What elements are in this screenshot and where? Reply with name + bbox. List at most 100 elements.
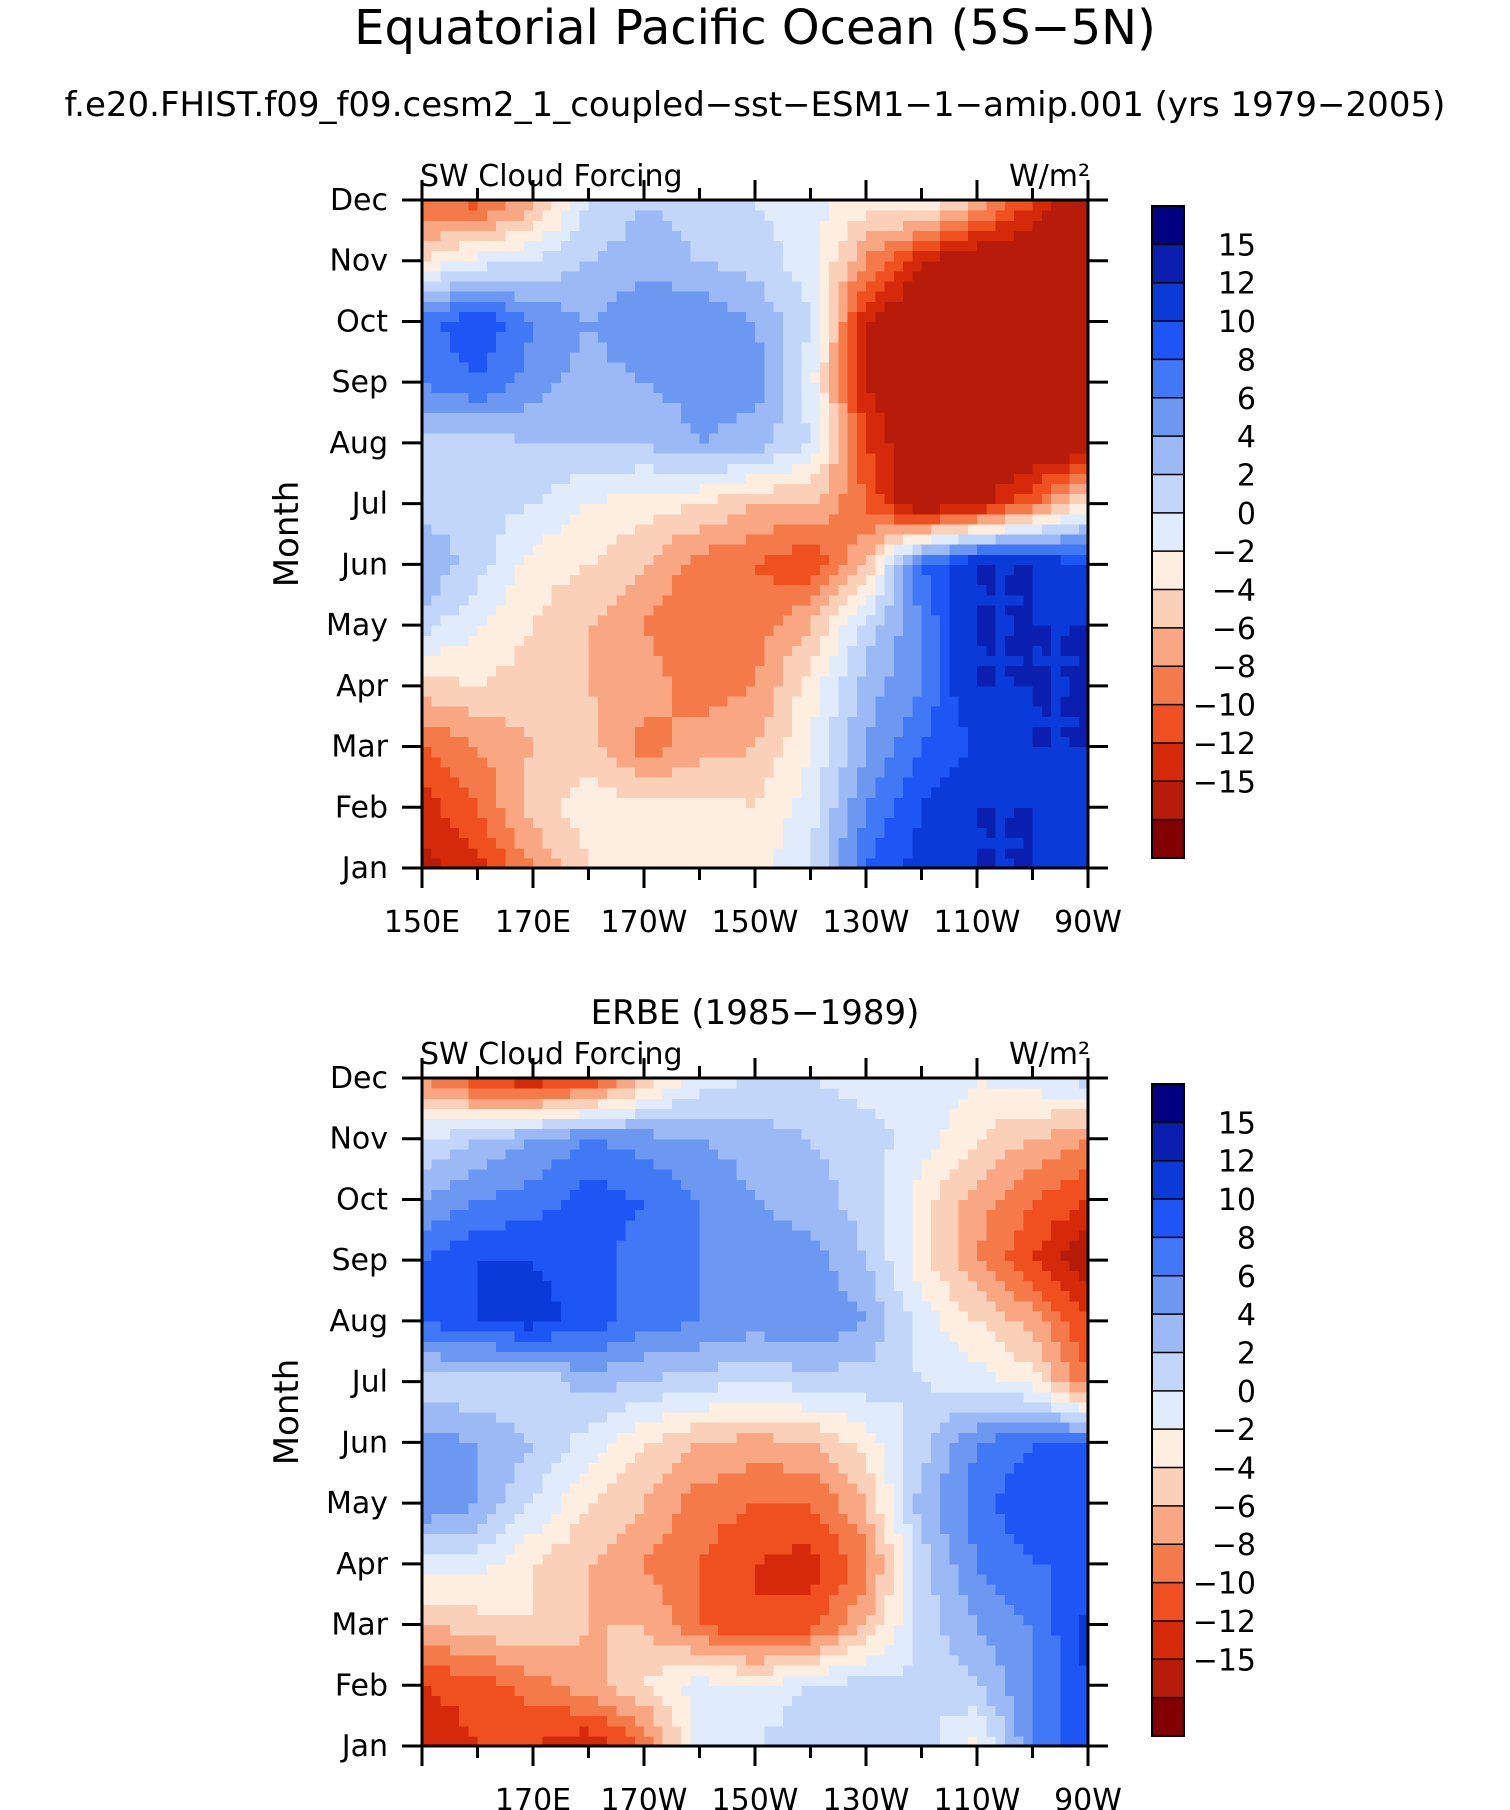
heatmap-cell: [579, 594, 590, 606]
heatmap-cell: [449, 1695, 460, 1707]
heatmap-cell: [912, 240, 923, 252]
heatmap-cell: [819, 594, 830, 606]
heatmap-cell: [819, 301, 830, 312]
heatmap-cell: [422, 422, 432, 434]
heatmap-cell: [662, 463, 673, 474]
heatmap-cell: [977, 857, 987, 869]
heatmap-cell: [625, 372, 636, 383]
heatmap-cell: [496, 382, 506, 393]
heatmap-cell: [810, 534, 821, 545]
heatmap-cell: [930, 240, 941, 252]
heatmap-cell: [792, 614, 802, 626]
heatmap-cell: [819, 402, 830, 414]
heatmap-cell: [745, 321, 756, 333]
heatmap-cell: [940, 857, 950, 869]
heatmap-cell: [727, 341, 738, 353]
heatmap-cell: [986, 270, 997, 282]
heatmap-cell: [1060, 756, 1071, 768]
heatmap-cell: [745, 442, 756, 454]
y-tick-label: Jul: [350, 487, 388, 522]
heatmap-cell: [782, 746, 793, 758]
heatmap-cell: [819, 422, 830, 434]
heatmap-cells: [422, 200, 1089, 869]
heatmap-cell: [468, 736, 479, 748]
heatmap-cell: [967, 382, 978, 393]
heatmap-cell: [477, 594, 488, 606]
heatmap-cell: [986, 594, 997, 606]
heatmap-cell: [523, 382, 534, 393]
heatmap-cell: [903, 280, 913, 292]
heatmap-cell: [653, 614, 664, 626]
heatmap-cell: [1051, 341, 1061, 353]
heatmap-cell: [699, 857, 710, 869]
heatmap-cell: [690, 291, 701, 302]
heatmap-cell: [560, 544, 571, 555]
heatmap-cell: [801, 220, 812, 231]
heatmap-cell: [523, 513, 534, 525]
heatmap-cell: [958, 301, 969, 312]
heatmap-cell: [644, 797, 654, 808]
heatmap-cell: [782, 331, 793, 343]
heatmap-cell: [1023, 716, 1034, 727]
heatmap-cell: [893, 270, 904, 282]
heatmap-cell: [422, 706, 432, 717]
heatmap-cell: [1023, 463, 1034, 474]
heatmap-cell: [977, 311, 987, 323]
heatmap-cell: [625, 341, 636, 353]
heatmap-cell: [607, 473, 617, 484]
heatmap-cell: [782, 422, 793, 434]
heatmap-cell: [995, 564, 1006, 576]
heatmap-cell: [986, 787, 997, 798]
heatmap-cell: [551, 695, 562, 707]
heatmap-cell: [1032, 463, 1043, 474]
heatmap-cell: [958, 422, 969, 434]
heatmap-cell: [819, 685, 830, 697]
heatmap-cell: [551, 210, 562, 221]
heatmap-cell: [671, 726, 682, 738]
heatmap-cell: [847, 291, 858, 302]
heatmap-cell: [634, 625, 645, 636]
heatmap-cell: [810, 614, 821, 626]
heatmap-cell: [745, 534, 756, 545]
heatmap-cell: [486, 361, 497, 373]
heatmap-cell: [1069, 554, 1080, 565]
heatmap-cell: [782, 787, 793, 798]
heatmap-cell: [1060, 210, 1071, 221]
heatmap-cell: [986, 382, 997, 393]
heatmap-cell: [422, 756, 432, 768]
heatmap-cell: [745, 503, 756, 515]
heatmap-cell: [1004, 200, 1015, 211]
heatmap-cell: [1023, 726, 1034, 738]
heatmap-cell: [1004, 746, 1015, 758]
heatmap-cell: [514, 857, 525, 869]
heatmap-cell: [551, 766, 562, 778]
heatmap-cell: [644, 625, 654, 636]
heatmap-cell: [736, 594, 747, 606]
heatmap-cell: [533, 837, 543, 849]
heatmap-cell: [773, 453, 784, 464]
heatmap-cell: [514, 230, 525, 242]
heatmap-cell: [801, 645, 812, 657]
heatmap-cell: [542, 685, 553, 697]
heatmap-cell: [755, 220, 765, 231]
heatmap-cell: [653, 382, 664, 393]
heatmap-cell: [792, 635, 802, 646]
heatmap-cell: [579, 635, 590, 646]
heatmap-cell: [505, 706, 516, 717]
heatmap-cell: [422, 837, 432, 849]
heatmap-cell: [903, 706, 913, 717]
heatmap-cell: [745, 473, 756, 484]
heatmap-cell: [468, 311, 479, 323]
heatmap-cell: [486, 604, 497, 616]
heatmap-cell: [449, 270, 460, 282]
heatmap-cell: [681, 645, 691, 657]
heatmap-cell: [977, 442, 987, 454]
heatmap-cell: [967, 635, 978, 646]
heatmap-cell: [523, 837, 534, 849]
heatmap-cell: [847, 493, 858, 505]
heatmap-cell: [755, 463, 765, 474]
heatmap-cell: [940, 635, 950, 646]
heatmap-cell: [995, 230, 1006, 242]
heatmap-cell: [690, 311, 701, 323]
heatmap-cell: [727, 503, 738, 515]
